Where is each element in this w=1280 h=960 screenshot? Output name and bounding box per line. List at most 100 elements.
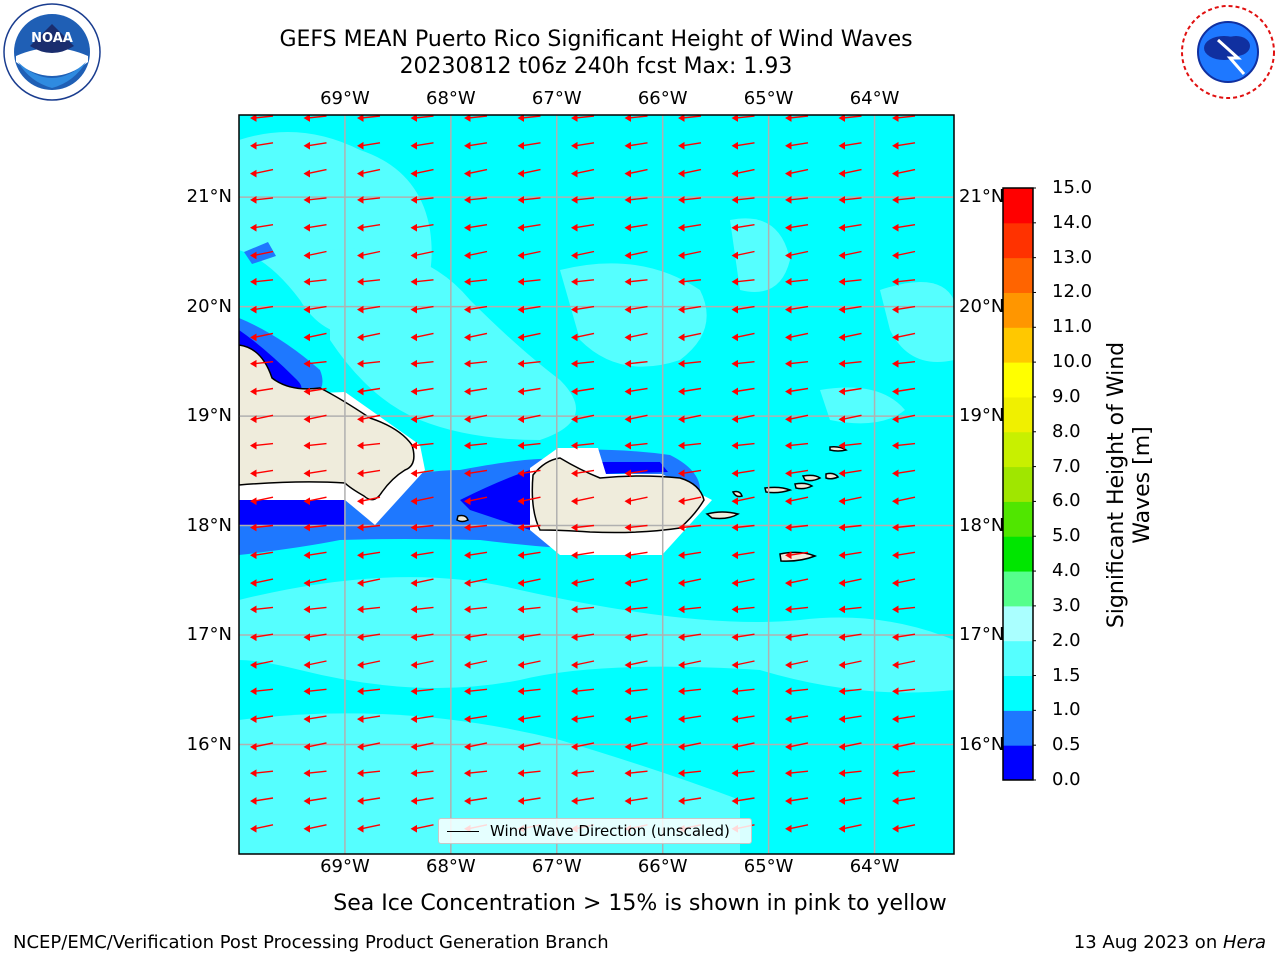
wave-arrow [464,742,488,751]
wave-arrow [303,387,327,396]
wave-arrow [517,769,541,778]
wave-arrow [838,469,862,478]
wave-arrow [892,742,916,751]
wave-arrow [357,305,381,314]
hispaniola [239,344,415,501]
wave-arrow [303,115,327,122]
wave-arrow [303,332,327,342]
colorbar-tick-label: 15.0 [1052,177,1093,198]
wave-arrow [892,605,916,614]
wave-arrow [571,277,595,286]
wave-arrow [785,742,809,751]
wave-arrow [517,387,541,396]
colorbar-tick-label: 1.0 [1052,699,1081,721]
colorbar-segment [1003,710,1033,746]
wave-arrow [731,715,755,723]
wave-arrow [517,196,541,204]
wave-arrow [357,115,381,122]
wave-arrow [410,797,434,805]
wave-arrow [303,196,327,204]
wave-arrow [357,414,381,424]
wave-arrow [357,387,381,396]
lon-tick-label-top: 64°W [849,88,900,109]
wave-arrow [785,824,809,833]
wave-arrow [838,496,862,506]
vieques-island [705,511,740,520]
colorbar-segment [1003,257,1033,293]
wave-arrow [838,141,862,150]
wave-arrow [838,523,862,532]
wave-arrow [464,250,488,260]
wave-arrow [838,660,862,669]
lat-tick-label-left: 20°N [186,295,232,317]
colorbar-segment [1003,431,1033,468]
wave-arrow [517,797,541,805]
wave-arrow [624,496,648,506]
wave-arrow [624,469,648,478]
wave-arrow [678,660,702,669]
wave-arrow [303,223,327,232]
colorbar-segment [1003,571,1033,607]
wave-arrow [410,578,434,587]
wave-arrow [517,141,541,150]
wave-arrow [624,687,648,696]
colorbar-tick-label: 1.5 [1052,664,1081,686]
lon-tick-label-top: 65°W [743,88,794,109]
wave-arrow [464,605,488,614]
lat-tick-label-left: 17°N [186,624,232,646]
wave-arrow [357,824,381,833]
wave-arrow [892,359,916,368]
tortola-island [801,474,822,482]
wave-arrow [731,633,755,642]
wave-arrow [464,769,488,778]
wave-arrow [678,578,702,587]
lat-tick-label-left: 19°N [186,405,232,427]
wave-arrow [624,250,648,260]
wave-arrow [464,387,488,396]
wave-arrow [785,223,809,232]
colorbar-tick-label: 4.0 [1052,560,1081,582]
wave-arrow [303,250,327,260]
wave-arrow [357,469,381,478]
wave-arrow [624,196,648,204]
legend-label: Wind Wave Direction (unscaled) [490,822,730,840]
wave-arrow [785,523,809,532]
wave-arrow [357,277,381,286]
wave-arrow [785,551,809,560]
wave-arrow [250,305,274,314]
lon-tick-label-top: 67°W [531,88,582,109]
date-stamp: 13 Aug 2023 on Hera [1074,932,1266,954]
wave-arrow [785,305,809,314]
wave-arrow [303,578,327,587]
wave-arrow [410,223,434,232]
wave-arrow [517,277,541,286]
wave-arrow [410,115,434,122]
wave-arrow [624,414,648,424]
wave-arrow [303,715,327,723]
wave-arrow [678,196,702,204]
chart-title: GEFS MEAN Puerto Rico Significant Height… [279,27,913,52]
wave-arrow [571,496,595,506]
wave-arrow [517,523,541,532]
wave-arrow [303,141,327,150]
wave-arrow [303,633,327,642]
lat-tick-label-right: 20°N [959,295,1005,317]
wave-arrow [624,523,648,532]
wave-arrow [678,141,702,150]
wave-arrow [892,277,916,286]
wave-arrow [624,605,648,614]
wave-arrow [892,469,916,478]
wave-arrow [678,551,702,560]
wave-arrow [678,359,702,368]
wave-arrow [838,824,862,833]
wave-arrow [838,387,862,396]
wave-arrow [571,523,595,532]
wave-arrow [571,769,595,778]
wave-arrow [357,660,381,669]
wave-arrow [250,387,274,396]
wave-arrow [517,469,541,478]
wave-arrow [464,223,488,232]
wave-arrow [892,223,916,232]
wave-arrow [410,305,434,314]
wave-arrow [410,687,434,696]
